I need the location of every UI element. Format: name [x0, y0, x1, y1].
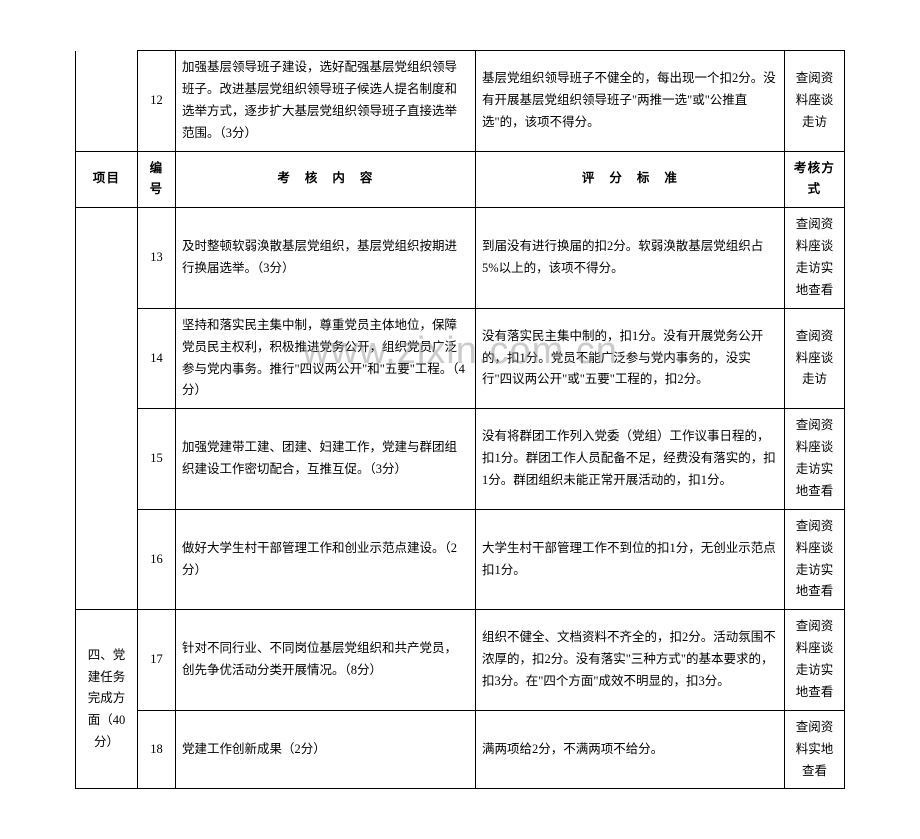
table-row: 15 加强党建带工建、团建、妇建工作，党建与群团组织建设工作密切配合，互推互促。… — [76, 409, 845, 510]
table-row: 16 做好大学生村干部管理工作和创业示范点建设。（2分） 大学生村干部管理工作不… — [76, 509, 845, 610]
criteria-cell: 组织不健全、文档资料不齐全的，扣2分。活动氛围不浓厚的，扣2分。没有落实"三种方… — [476, 610, 785, 711]
table-row: 四、党建任务完成方面（40分） 17 针对不同行业、不同岗位基层党组织和共产党员… — [76, 610, 845, 711]
project-cell-empty — [76, 208, 138, 610]
table-container: www.zixin.com.cn 12 加强基层领导班子建设，选好配强基层党组织… — [75, 50, 845, 789]
table-row: 14 坚持和落实民主集中制，尊重党员主体地位，保障党员民主权利，积极推进党务公开… — [76, 308, 845, 409]
row-number: 18 — [138, 710, 176, 789]
content-cell: 坚持和落实民主集中制，尊重党员主体地位，保障党员民主权利，积极推进党务公开，组织… — [176, 308, 476, 409]
header-criteria: 评 分 标 准 — [476, 151, 785, 208]
row-number: 17 — [138, 610, 176, 711]
table-row: 12 加强基层领导班子建设，选好配强基层党组织领导班子。改进基层党组织领导班子候… — [76, 51, 845, 152]
method-cell: 查阅资料座谈走访实地查看 — [785, 509, 845, 610]
table-header-row: 项目 编号 考 核 内 容 评 分 标 准 考核方式 — [76, 151, 845, 208]
criteria-cell: 满两项给2分，不满两项不给分。 — [476, 710, 785, 789]
method-cell: 查阅资料座谈走访 — [785, 51, 845, 152]
table-row: 13 及时整顿软弱涣散基层党组织，基层党组织按期进行换届选举。（3分） 到届没有… — [76, 208, 845, 309]
header-project: 项目 — [76, 151, 138, 208]
row-number: 16 — [138, 509, 176, 610]
row-number: 14 — [138, 308, 176, 409]
header-num: 编号 — [138, 151, 176, 208]
content-cell: 做好大学生村干部管理工作和创业示范点建设。（2分） — [176, 509, 476, 610]
method-cell: 查阅资料实地查看 — [785, 710, 845, 789]
method-cell: 查阅资料座谈走访实地查看 — [785, 610, 845, 711]
header-content: 考 核 内 容 — [176, 151, 476, 208]
criteria-cell: 没有落实民主集中制的，扣1分。没有开展党务公开的，扣1分。党员不能广泛参与党内事… — [476, 308, 785, 409]
header-method: 考核方式 — [785, 151, 845, 208]
criteria-cell: 基层党组织领导班子不健全的，每出现一个扣2分。没有开展基层党组织领导班子"两推一… — [476, 51, 785, 152]
criteria-cell: 大学生村干部管理工作不到位的扣1分，无创业示范点扣1分。 — [476, 509, 785, 610]
content-cell: 及时整顿软弱涣散基层党组织，基层党组织按期进行换届选举。（3分） — [176, 208, 476, 309]
content-cell: 党建工作创新成果（2分） — [176, 710, 476, 789]
content-cell: 针对不同行业、不同岗位基层党组织和共产党员，创先争优活动分类开展情况。（8分） — [176, 610, 476, 711]
method-cell: 查阅资料座谈走访实地查看 — [785, 409, 845, 510]
project-cell-empty — [76, 51, 138, 152]
criteria-cell: 到届没有进行换届的扣2分。软弱涣散基层党组织占5%以上的，该项不得分。 — [476, 208, 785, 309]
row-number: 12 — [138, 51, 176, 152]
assessment-table: 12 加强基层领导班子建设，选好配强基层党组织领导班子。改进基层党组织领导班子候… — [75, 50, 845, 789]
criteria-cell: 没有将群团工作列入党委（党组）工作议事日程的，扣1分。群团工作人员配备不足，经费… — [476, 409, 785, 510]
project-label-cell: 四、党建任务完成方面（40分） — [76, 610, 138, 789]
content-cell: 加强党建带工建、团建、妇建工作，党建与群团组织建设工作密切配合，互推互促。（3分… — [176, 409, 476, 510]
row-number: 15 — [138, 409, 176, 510]
table-row: 18 党建工作创新成果（2分） 满两项给2分，不满两项不给分。 查阅资料实地查看 — [76, 710, 845, 789]
row-number: 13 — [138, 208, 176, 309]
method-cell: 查阅资料座谈走访实地查看 — [785, 208, 845, 309]
method-cell: 查阅资料座谈走访 — [785, 308, 845, 409]
content-cell: 加强基层领导班子建设，选好配强基层党组织领导班子。改进基层党组织领导班子候选人提… — [176, 51, 476, 152]
